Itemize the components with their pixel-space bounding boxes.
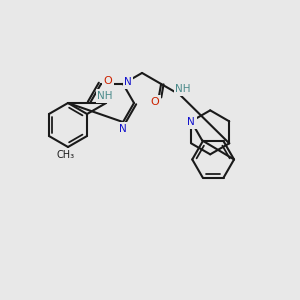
Text: CH₃: CH₃: [57, 150, 75, 160]
Text: N: N: [124, 77, 132, 87]
Text: NH: NH: [98, 91, 113, 101]
Text: N: N: [187, 117, 195, 127]
Text: N: N: [119, 124, 127, 134]
Text: NH: NH: [176, 84, 191, 94]
Text: O: O: [103, 76, 112, 86]
Text: O: O: [150, 97, 159, 107]
